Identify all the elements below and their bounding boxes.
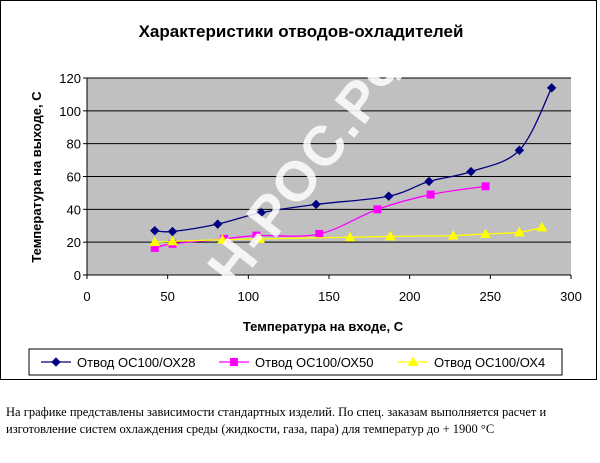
- y-tick-label: 120: [59, 71, 81, 86]
- data-point: [373, 205, 382, 214]
- y-axis-label: Температура на выходе, С: [29, 91, 44, 263]
- series-3: [149, 221, 548, 247]
- series-group: [149, 83, 557, 252]
- caption-text: На графике представлены зависимости стан…: [6, 405, 547, 436]
- y-tick-label: 40: [67, 202, 81, 217]
- x-tick-label: 150: [318, 289, 340, 304]
- y-tick-label: 100: [59, 104, 81, 119]
- x-tick-label: 300: [560, 289, 582, 304]
- x-tick-label: 250: [479, 289, 501, 304]
- legend-label: Отвод ОС100/ОХ50: [255, 355, 373, 370]
- chart-frame: Характеристики отводов-охладителей 0 20 40…: [0, 0, 597, 380]
- x-tick-label: 100: [237, 289, 259, 304]
- data-point: [447, 230, 459, 240]
- x-tick-label: 200: [399, 289, 421, 304]
- chart-title: Характеристики отводов-охладителей: [139, 22, 464, 41]
- data-point: [344, 231, 356, 242]
- legend-marker: [51, 357, 61, 367]
- data-point: [254, 233, 265, 243]
- y-tick-label: 60: [67, 170, 81, 185]
- data-point: [149, 236, 161, 247]
- data-point: [167, 226, 178, 237]
- data-point: [311, 199, 321, 210]
- legend-marker: [230, 358, 238, 366]
- x-axis-label: Температура на входе, С: [243, 319, 404, 334]
- y-tick-label: 0: [74, 268, 81, 283]
- data-point: [466, 166, 476, 177]
- data-point: [481, 182, 490, 191]
- data-point: [150, 225, 160, 236]
- axes: [83, 77, 572, 279]
- chart: Характеристики отводов-охладителей 0 20 40…: [28, 22, 582, 376]
- x-tick-label: 50: [160, 289, 174, 304]
- data-point: [383, 191, 394, 201]
- legend-marker: [407, 356, 419, 366]
- series-line: [154, 87, 553, 233]
- data-point: [514, 145, 525, 155]
- legend-label: Отвод ОС100/ОХ28: [77, 355, 195, 370]
- data-point: [167, 235, 178, 246]
- legend-item: Отвод ОС100/ОХ4: [398, 355, 545, 370]
- legend: Отвод ОС100/ОХ28 Отвод ОС100/ОХ50 Отвод ОС…: [41, 355, 545, 370]
- data-point: [536, 221, 548, 232]
- legend-item: Отвод ОС100/ОХ50: [219, 355, 373, 370]
- legend-item: Отвод ОС100/ОХ28: [41, 355, 195, 370]
- data-point: [217, 234, 228, 244]
- data-point: [514, 226, 525, 237]
- data-point: [384, 230, 396, 241]
- data-point: [426, 190, 435, 199]
- legend-label: Отвод ОС100/ОХ4: [434, 355, 545, 370]
- data-point: [424, 176, 434, 187]
- data-point: [546, 83, 557, 93]
- data-point: [480, 228, 491, 238]
- y-tick-label: 80: [67, 137, 81, 152]
- data-point: [212, 219, 223, 229]
- data-point: [256, 207, 266, 218]
- y-tick-label: 20: [67, 235, 81, 250]
- x-tick-label: 0: [83, 289, 90, 304]
- data-point: [315, 229, 324, 238]
- tick-labels: 0 20 40 60 80 100 120 0 50 100 150 200 250 300: [59, 71, 582, 304]
- series-line: [154, 226, 543, 243]
- series-1: [150, 83, 557, 237]
- legend-box: [28, 348, 563, 376]
